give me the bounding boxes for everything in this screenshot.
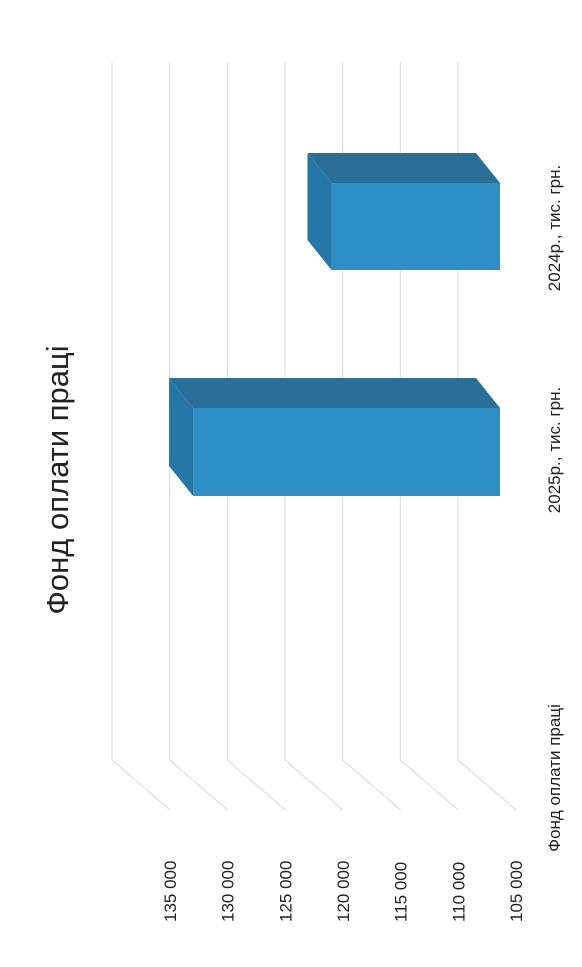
chart-title: Фонд оплати праці xyxy=(40,345,75,614)
gridline xyxy=(457,62,517,811)
bar xyxy=(169,378,501,496)
grid-lines xyxy=(111,62,517,811)
y-tick-label: 110 000 xyxy=(449,862,468,922)
bars xyxy=(169,153,501,496)
category-label: 2025р., тис. грн. xyxy=(545,387,564,513)
gridline xyxy=(111,62,171,811)
y-tick-label: 135 000 xyxy=(161,861,180,922)
category-label: Фонд оплати праці xyxy=(545,704,564,852)
y-axis-ticks: 135 000 130 000 125 000 120 000 115 000 110 0… xyxy=(161,861,526,922)
y-tick-label: 115 000 xyxy=(392,862,411,922)
bar-top-face xyxy=(307,153,500,183)
bar xyxy=(307,153,500,270)
gridline xyxy=(342,62,401,811)
bar-top-face xyxy=(169,378,501,408)
y-tick-label: 125 000 xyxy=(276,861,295,922)
category-labels: Фонд оплати праці 2025р., тис. грн. 2024р.… xyxy=(545,165,564,852)
category-label: 2024р., тис. грн. xyxy=(545,165,564,291)
gridline xyxy=(169,62,228,811)
bar-end-face xyxy=(169,378,194,496)
bar-front-face xyxy=(331,183,500,270)
y-tick-label: 120 000 xyxy=(334,861,353,922)
y-tick-label: 130 000 xyxy=(219,861,238,922)
y-tick-label: 105 000 xyxy=(507,861,526,922)
gridline xyxy=(284,62,344,811)
bar-front-face xyxy=(193,408,501,496)
bar-end-face xyxy=(307,153,332,270)
gridline xyxy=(399,62,459,811)
gridline xyxy=(226,62,286,811)
